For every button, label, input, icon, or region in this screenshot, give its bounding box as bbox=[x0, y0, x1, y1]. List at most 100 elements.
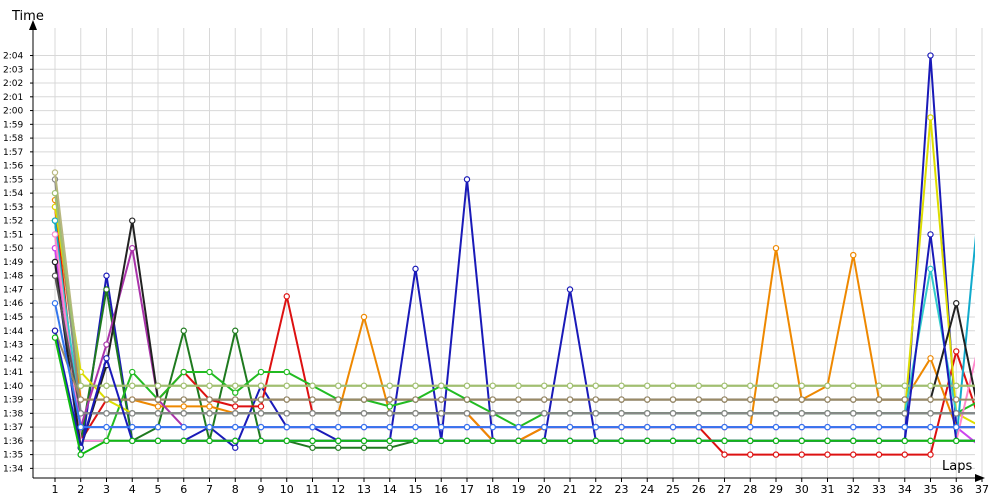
data-point bbox=[566, 286, 574, 293]
data-point bbox=[875, 437, 883, 445]
y-tick-label: 1:50 bbox=[3, 244, 23, 254]
y-tick-label: 1:55 bbox=[3, 175, 23, 185]
y-tick-label: 1:58 bbox=[3, 134, 23, 144]
data-point bbox=[798, 396, 805, 403]
data-point bbox=[927, 231, 934, 238]
data-point bbox=[360, 396, 368, 403]
data-point bbox=[51, 258, 59, 266]
data-point bbox=[309, 423, 316, 431]
y-tick-label: 2:03 bbox=[3, 65, 23, 75]
data-point bbox=[232, 327, 239, 334]
data-point bbox=[772, 423, 780, 431]
data-point bbox=[283, 368, 290, 376]
x-tick-label: 33 bbox=[872, 483, 886, 496]
y-tick-label: 1:57 bbox=[3, 148, 23, 158]
data-point bbox=[180, 327, 187, 334]
data-point bbox=[412, 265, 419, 273]
data-point bbox=[77, 423, 84, 431]
data-point bbox=[232, 389, 239, 396]
data-point bbox=[309, 382, 316, 389]
data-point bbox=[541, 410, 548, 417]
data-point bbox=[180, 423, 187, 431]
y-tick-label: 1:38 bbox=[3, 409, 23, 419]
data-point bbox=[515, 382, 522, 389]
data-point bbox=[592, 410, 599, 417]
data-point bbox=[438, 423, 445, 431]
x-tick-label: 5 bbox=[155, 483, 162, 496]
series-layer bbox=[51, 52, 975, 458]
data-point bbox=[747, 451, 754, 458]
data-point bbox=[901, 423, 908, 431]
x-tick-label: 37 bbox=[975, 483, 989, 496]
data-point bbox=[232, 382, 239, 389]
data-point bbox=[103, 355, 110, 362]
data-point bbox=[695, 437, 702, 445]
data-point bbox=[953, 437, 960, 445]
data-point bbox=[154, 403, 162, 410]
data-point bbox=[747, 410, 754, 417]
data-point bbox=[644, 437, 651, 445]
data-point bbox=[283, 293, 290, 300]
data-point bbox=[206, 423, 213, 431]
data-point bbox=[953, 300, 960, 307]
data-point bbox=[927, 355, 934, 362]
y-tick-label: 1:52 bbox=[3, 217, 23, 227]
data-point bbox=[180, 403, 187, 410]
series-19 bbox=[51, 334, 975, 458]
data-point bbox=[515, 437, 522, 445]
data-point bbox=[386, 403, 393, 410]
data-point bbox=[232, 437, 239, 445]
y-tick-label: 1:35 bbox=[3, 451, 23, 461]
data-point bbox=[772, 410, 780, 417]
data-point bbox=[103, 341, 110, 348]
data-point bbox=[309, 437, 316, 445]
data-point bbox=[798, 423, 805, 431]
data-point bbox=[257, 368, 265, 376]
data-point bbox=[489, 396, 496, 403]
data-point bbox=[850, 251, 857, 259]
data-point bbox=[51, 217, 59, 224]
data-point bbox=[51, 189, 59, 197]
data-point bbox=[463, 382, 471, 389]
data-point bbox=[335, 410, 342, 417]
data-point bbox=[644, 396, 651, 403]
axes: Time Laps bbox=[11, 9, 985, 482]
data-point bbox=[386, 382, 393, 389]
x-tick-label: 13 bbox=[357, 483, 371, 496]
data-point bbox=[721, 410, 728, 417]
x-tick-label: 36 bbox=[949, 483, 963, 496]
data-point bbox=[618, 437, 625, 445]
data-point bbox=[438, 410, 445, 417]
data-point bbox=[747, 437, 754, 445]
data-point bbox=[875, 382, 883, 389]
data-point bbox=[232, 423, 239, 431]
y-tick-label: 1:34 bbox=[3, 464, 23, 474]
x-tick-label: 26 bbox=[692, 483, 706, 496]
data-point bbox=[489, 437, 496, 445]
data-point bbox=[566, 410, 574, 417]
data-point bbox=[412, 396, 419, 403]
data-point bbox=[438, 437, 445, 445]
data-point bbox=[772, 451, 780, 458]
series-14 bbox=[51, 176, 975, 417]
data-point bbox=[515, 396, 522, 403]
data-point bbox=[360, 423, 368, 431]
data-point bbox=[51, 272, 59, 279]
x-tick-label: 17 bbox=[460, 483, 474, 496]
data-point bbox=[927, 410, 934, 417]
data-point bbox=[824, 437, 831, 445]
data-point bbox=[232, 410, 239, 417]
data-point bbox=[232, 396, 239, 403]
data-point bbox=[875, 451, 883, 458]
data-point bbox=[335, 437, 342, 445]
data-point bbox=[592, 382, 599, 389]
x-tick-label: 25 bbox=[666, 483, 680, 496]
x-tick-label: 22 bbox=[589, 483, 603, 496]
x-tick-label: 29 bbox=[769, 483, 783, 496]
data-point bbox=[51, 231, 59, 238]
data-point bbox=[541, 423, 548, 431]
data-point bbox=[721, 437, 728, 445]
y-tick-label: 2:01 bbox=[3, 93, 23, 103]
y-tick-label: 1:45 bbox=[3, 313, 23, 323]
data-point bbox=[257, 437, 265, 445]
